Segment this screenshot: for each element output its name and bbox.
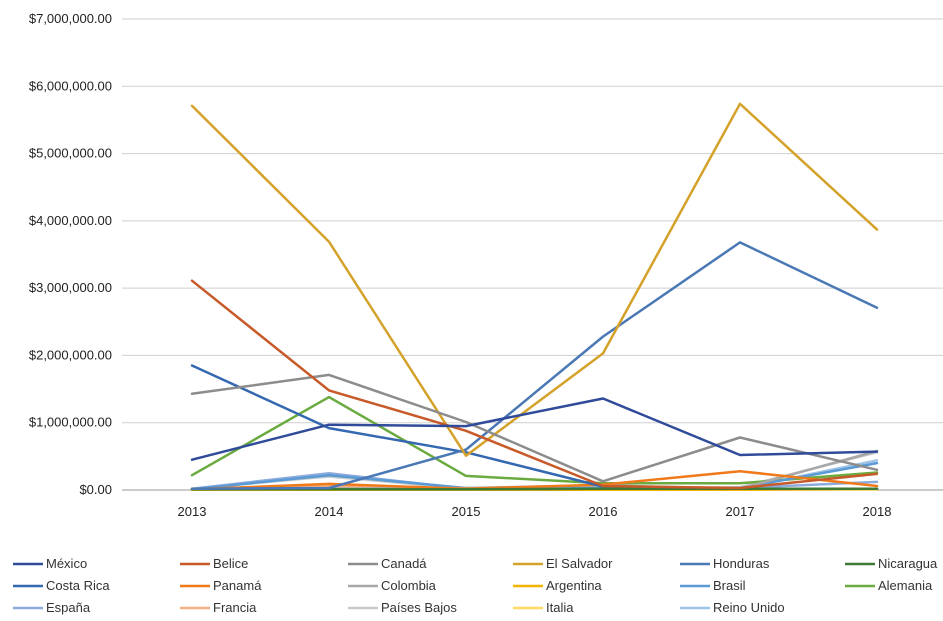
x-axis: 2013 2014 2015 2016 2017 2018	[178, 504, 892, 519]
legend-label: Argentina	[546, 578, 602, 593]
legend-label: Nicaragua	[878, 556, 938, 571]
gridlines	[122, 18, 943, 491]
series-line-canadá	[190, 373, 879, 483]
legend-label: Belice	[213, 556, 248, 571]
x-tick-label: 2018	[863, 504, 892, 519]
legend: México Belice Canadá El Salvador Honduras Nic…	[13, 556, 938, 615]
legend-label: Brasil	[713, 578, 746, 593]
legend-label: Países Bajos	[381, 600, 457, 615]
series-line-el-salvador	[190, 102, 879, 457]
series-line-méxico	[190, 397, 879, 461]
legend-label: El Salvador	[546, 556, 613, 571]
series-line-costa-rica	[190, 364, 879, 490]
legend-label: Canadá	[381, 556, 427, 571]
legend-label: Francia	[213, 600, 257, 615]
legend-label: Reino Unido	[713, 600, 785, 615]
y-tick-label: $7,000,000.00	[29, 11, 112, 26]
legend-label: Honduras	[713, 556, 770, 571]
legend-label: Italia	[546, 600, 574, 615]
y-tick-label: $4,000,000.00	[29, 213, 112, 228]
legend-label: España	[46, 600, 91, 615]
legend-label: Panamá	[213, 578, 262, 593]
y-tick-label: $0.00	[79, 482, 112, 497]
y-tick-label: $6,000,000.00	[29, 78, 112, 93]
legend-label: Colombia	[381, 578, 437, 593]
legend-label: Costa Rica	[46, 578, 110, 593]
x-tick-label: 2014	[315, 504, 344, 519]
y-tick-label: $3,000,000.00	[29, 280, 112, 295]
legend-label: México	[46, 556, 87, 571]
y-tick-label: $5,000,000.00	[29, 146, 112, 161]
y-tick-label: $2,000,000.00	[29, 347, 112, 362]
y-axis: $0.00 $1,000,000.00 $2,000,000.00 $3,000,00…	[29, 11, 112, 497]
series-line-panamá	[190, 469, 879, 491]
x-tick-label: 2015	[452, 504, 481, 519]
legend-label: Alemania	[878, 578, 933, 593]
series-lines	[190, 102, 879, 491]
series-line-belice	[190, 279, 879, 490]
series-line-honduras	[190, 241, 879, 490]
x-tick-label: 2017	[726, 504, 755, 519]
x-tick-label: 2016	[589, 504, 618, 519]
y-tick-label: $1,000,000.00	[29, 415, 112, 430]
x-tick-label: 2013	[178, 504, 207, 519]
